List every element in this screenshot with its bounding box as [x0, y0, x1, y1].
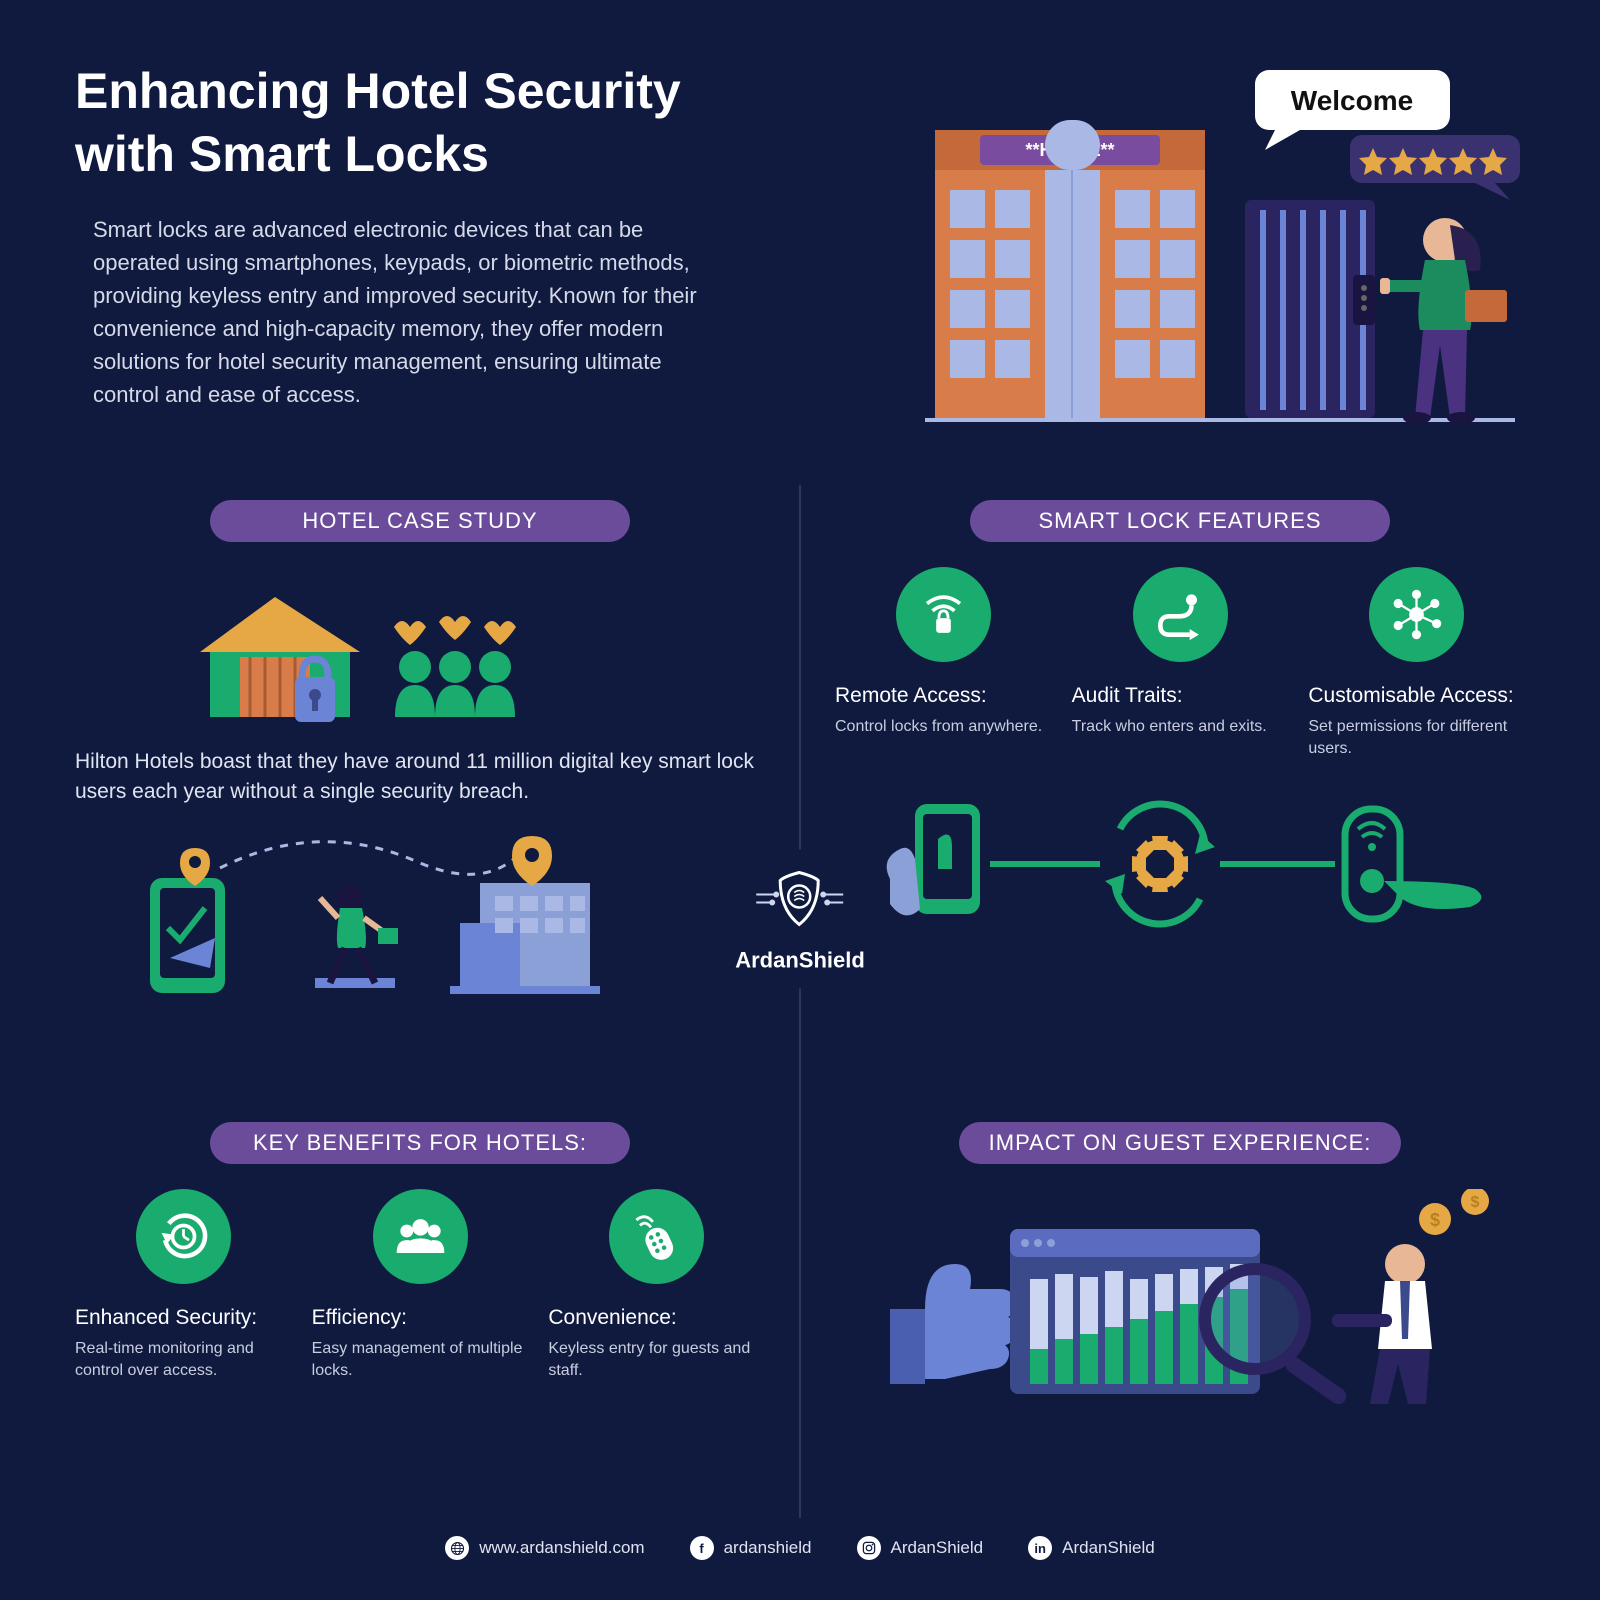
impact-illustration: $ $: [835, 1189, 1525, 1409]
footer-website: www.ardanshield.com: [445, 1536, 644, 1560]
benefit-title: Efficiency:: [312, 1306, 529, 1330]
globe-icon: [445, 1536, 469, 1560]
people-icon: [373, 1189, 468, 1284]
case-study-panel: HOTEL CASE STUDY: [75, 485, 800, 1107]
case-study-text: Hilton Hotels boast that they have aroun…: [75, 747, 765, 808]
feature-title: Remote Access:: [835, 684, 1052, 708]
clock-cycle-icon: [136, 1189, 231, 1284]
feature-title: Audit Traits:: [1072, 684, 1289, 708]
flow-illustration: [835, 789, 1525, 939]
shield-logo-icon: [752, 864, 847, 934]
network-icon: [1369, 567, 1464, 662]
instagram-icon: [857, 1536, 881, 1560]
facebook-icon: f: [690, 1536, 714, 1560]
feature-desc: Track who enters and exits.: [1072, 716, 1289, 738]
wifi-lock-icon: [896, 567, 991, 662]
footer-instagram: ArdanShield: [857, 1536, 984, 1560]
vertical-divider: [800, 485, 801, 1518]
benefit-desc: Keyless entry for guests and staff.: [548, 1338, 765, 1381]
welcome-text: Welcome: [1291, 85, 1413, 116]
impact-panel: IMPACT ON GUEST EXPERIENCE:: [800, 1107, 1525, 1518]
hero-text: Enhancing Hotel Security with Smart Lock…: [75, 60, 865, 440]
footer: www.ardanshield.com f ardanshield ArdanS…: [75, 1518, 1525, 1570]
svg-text:$: $: [1430, 1210, 1440, 1230]
linkedin-icon: in: [1028, 1536, 1052, 1560]
benefits-panel: KEY BENEFITS FOR HOTELS: Enhanced Securi…: [75, 1107, 800, 1518]
footer-linkedin: in ArdanShield: [1028, 1536, 1155, 1560]
features-panel: SMART LOCK FEATURES Remote Access: Contr…: [800, 485, 1525, 1107]
person-icon: [1380, 218, 1507, 424]
brand-badge: ArdanShield: [725, 849, 875, 988]
benefit-convenience: Convenience: Keyless entry for guests an…: [548, 1189, 765, 1381]
feature-desc: Set permissions for different users.: [1308, 716, 1525, 759]
benefits-pill: KEY BENEFITS FOR HOTELS:: [210, 1122, 630, 1164]
benefit-efficiency: Efficiency: Easy management of multiple …: [312, 1189, 529, 1381]
hero-description: Smart locks are advanced electronic devi…: [75, 213, 715, 411]
feature-remote-access: Remote Access: Control locks from anywhe…: [835, 567, 1052, 759]
impact-pill: IMPACT ON GUEST EXPERIENCE:: [959, 1122, 1402, 1164]
feature-desc: Control locks from anywhere.: [835, 716, 1052, 738]
remote-icon: [609, 1189, 704, 1284]
footer-facebook: f ardanshield: [690, 1536, 812, 1560]
journey-illustration: [75, 828, 765, 998]
feature-title: Customisable Access:: [1308, 684, 1525, 708]
benefit-desc: Easy management of multiple locks.: [312, 1338, 529, 1381]
brand-name: ArdanShield: [735, 947, 865, 973]
benefit-enhanced-security: Enhanced Security: Real-time monitoring …: [75, 1189, 292, 1381]
case-study-pill: HOTEL CASE STUDY: [210, 500, 630, 542]
feature-customisable-access: Customisable Access: Set permissions for…: [1308, 567, 1525, 759]
benefit-title: Enhanced Security:: [75, 1306, 292, 1330]
hero-illustration: **HOTEL**: [905, 60, 1525, 440]
route-icon: [1133, 567, 1228, 662]
feature-audit-traits: Audit Traits: Track who enters and exits…: [1072, 567, 1289, 759]
features-pill: SMART LOCK FEATURES: [970, 500, 1390, 542]
benefit-desc: Real-time monitoring and control over ac…: [75, 1338, 292, 1381]
svg-text:$: $: [1471, 1194, 1480, 1211]
benefit-title: Convenience:: [548, 1306, 765, 1330]
case-study-illustration: [75, 567, 765, 727]
hero-section: Enhancing Hotel Security with Smart Lock…: [75, 60, 1525, 440]
page-title: Enhancing Hotel Security with Smart Lock…: [75, 60, 865, 185]
